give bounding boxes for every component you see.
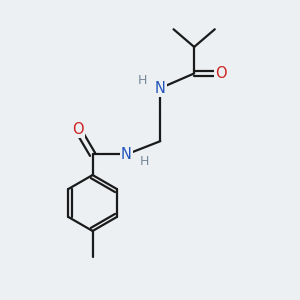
Text: H: H	[140, 155, 149, 168]
Text: N: N	[121, 147, 132, 162]
Text: H: H	[138, 74, 147, 87]
Text: O: O	[72, 122, 84, 137]
Text: O: O	[215, 66, 226, 81]
Text: N: N	[155, 81, 166, 96]
